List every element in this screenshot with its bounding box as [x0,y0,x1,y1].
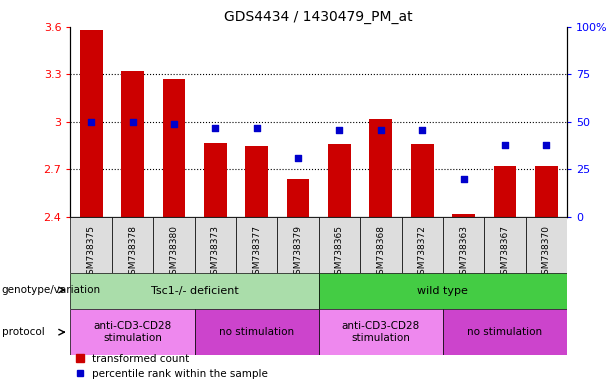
Bar [121,71,144,217]
Bar [319,309,443,355]
Text: GSM738365: GSM738365 [335,225,344,280]
Bar [236,217,277,273]
Bar [493,166,516,217]
Text: GSM738368: GSM738368 [376,225,386,280]
Text: GSM738363: GSM738363 [459,225,468,280]
Bar [204,142,227,217]
Text: GSM738377: GSM738377 [252,225,261,280]
Bar [112,217,153,273]
Bar [80,30,102,217]
Text: no stimulation: no stimulation [467,327,543,337]
Text: no stimulation: no stimulation [219,327,294,337]
Text: anti-CD3-CD28
stimulation: anti-CD3-CD28 stimulation [341,321,420,343]
Text: wild type: wild type [417,286,468,296]
Bar [535,166,558,217]
Text: genotype/variation: genotype/variation [2,285,101,295]
Point [128,119,137,125]
Bar [153,217,195,273]
Text: anti-CD3-CD28
stimulation: anti-CD3-CD28 stimulation [93,321,172,343]
Bar [484,217,526,273]
Text: protocol: protocol [2,327,45,337]
Bar [319,273,567,309]
Bar [162,79,185,217]
Point [86,119,96,125]
Text: GSM738372: GSM738372 [417,225,427,280]
Bar [328,144,351,217]
Bar [526,217,567,273]
Point [169,121,179,127]
Text: GSM738380: GSM738380 [169,225,178,280]
Text: GSM738367: GSM738367 [500,225,509,280]
Text: GSM738378: GSM738378 [128,225,137,280]
Text: GSM738375: GSM738375 [86,225,96,280]
Bar [245,146,268,217]
Bar [360,217,402,273]
Point [252,124,262,131]
Bar [70,217,112,273]
Text: GSM738373: GSM738373 [211,225,220,280]
Point [335,126,345,132]
Bar [287,179,310,217]
Bar [70,309,195,355]
Bar [370,119,392,217]
Point [376,126,386,132]
Bar [443,217,484,273]
Text: GSM738379: GSM738379 [294,225,303,280]
Point [293,155,303,161]
Text: GSM738370: GSM738370 [542,225,551,280]
Bar [195,309,319,355]
Bar [402,217,443,273]
Point [417,126,427,132]
Point [459,176,468,182]
Text: Tsc1-/- deficient: Tsc1-/- deficient [151,286,238,296]
Bar [195,217,236,273]
Bar [452,214,475,217]
Bar [70,273,319,309]
Point [210,124,220,131]
Title: GDS4434 / 1430479_PM_at: GDS4434 / 1430479_PM_at [224,10,413,25]
Bar [277,217,319,273]
Bar [319,217,360,273]
Legend: transformed count, percentile rank within the sample: transformed count, percentile rank withi… [75,354,268,379]
Bar [411,144,433,217]
Point [541,142,551,148]
Point [500,142,510,148]
Bar [443,309,567,355]
